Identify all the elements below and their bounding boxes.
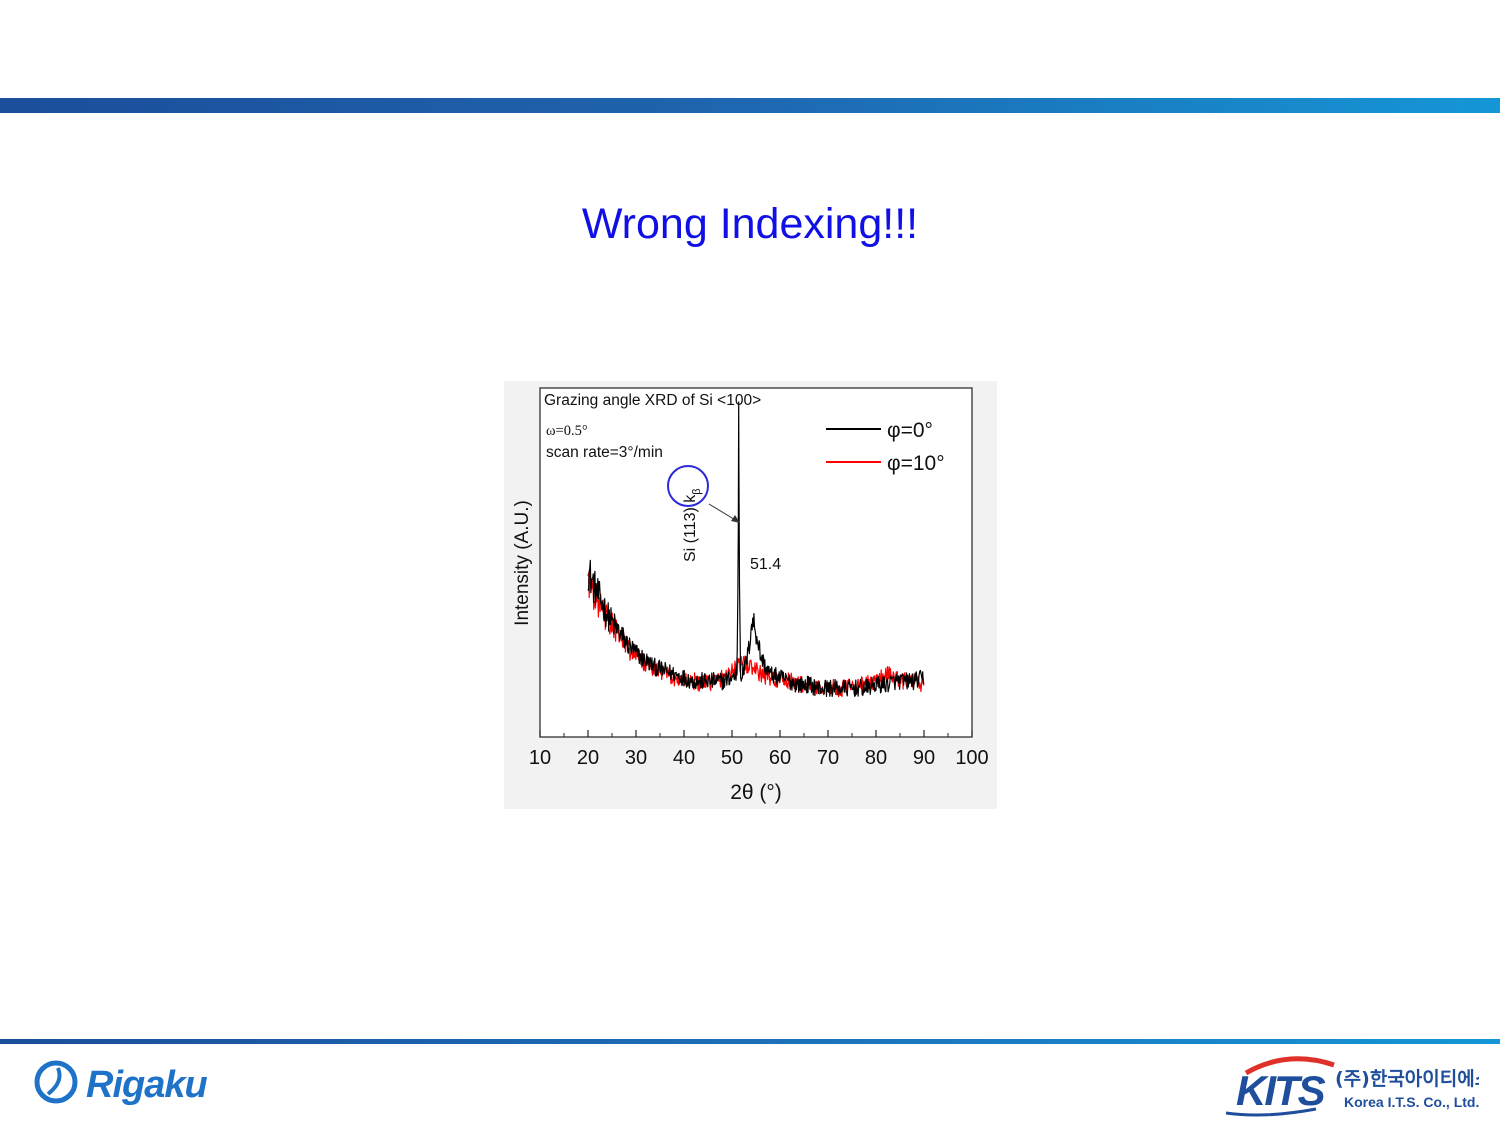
x-tick-label: 60 xyxy=(769,747,791,769)
series-line-phi10 xyxy=(587,566,925,698)
x-tick-label: 50 xyxy=(721,747,743,769)
x-tick-label: 70 xyxy=(817,747,839,769)
x-tick-label: 10 xyxy=(529,747,551,769)
kits-company-name-ko: (주)한국아이티에스 xyxy=(1335,1068,1479,1090)
wrong-index-circle xyxy=(667,465,709,507)
peak-position-label: 51.4 xyxy=(750,556,781,573)
y-axis-label: Intensity (A.U.) xyxy=(512,500,533,626)
rigaku-mark-icon xyxy=(34,1060,78,1104)
chart-title: Grazing angle XRD of Si <100> xyxy=(544,392,761,409)
kits-swoosh-icon xyxy=(1244,1056,1335,1076)
x-axis-label: 2θ (°) xyxy=(730,781,782,804)
rigaku-logo: Rigaku xyxy=(34,1052,264,1119)
footer-line xyxy=(0,1039,1500,1044)
rigaku-mark-stroke xyxy=(46,1067,62,1096)
kits-wordmark: KITS xyxy=(1236,1067,1326,1114)
rigaku-wordmark: Rigaku xyxy=(86,1064,207,1106)
kbeta-subscript: β xyxy=(691,488,703,494)
condition-scan-rate: scan rate=3°/min xyxy=(546,444,663,461)
xrd-chart: 10 20 30 40 50 60 70 80 90 100 Grazing angle XRD … xyxy=(512,387,989,804)
x-tick-label: 100 xyxy=(955,747,988,769)
x-axis-ticks: 10 20 30 40 50 60 70 80 90 100 xyxy=(529,730,989,769)
slide-title: Wrong Indexing!!! xyxy=(581,200,919,248)
series-layer xyxy=(587,401,925,698)
legend-label-phi0: φ=0° xyxy=(887,419,933,442)
kits-company-name-en: Korea I.T.S. Co., Ltd. xyxy=(1344,1094,1479,1110)
x-tick-label: 80 xyxy=(865,747,887,769)
header-band xyxy=(0,98,1500,113)
legend-label-phi10: φ=10° xyxy=(887,452,945,475)
kits-logo: KITS (주)한국아이티에스 Korea I.T.S. Co., Ltd. xyxy=(1224,1055,1492,1124)
kits-underline-icon xyxy=(1225,1107,1317,1117)
x-tick-label: 20 xyxy=(577,747,599,769)
peak-arrow-head xyxy=(731,515,740,523)
xrd-figure: 10 20 30 40 50 60 70 80 90 100 Grazing angle XRD … xyxy=(504,381,997,809)
x-tick-label: 30 xyxy=(625,747,647,769)
series-line-phi0 xyxy=(587,401,925,698)
peak-annotation-label: Si (113) kβ xyxy=(682,488,703,562)
condition-omega: ω=0.5° xyxy=(546,423,588,439)
x-tick-label: 90 xyxy=(913,747,935,769)
x-tick-label: 40 xyxy=(673,747,695,769)
peak-arrow xyxy=(708,503,738,522)
